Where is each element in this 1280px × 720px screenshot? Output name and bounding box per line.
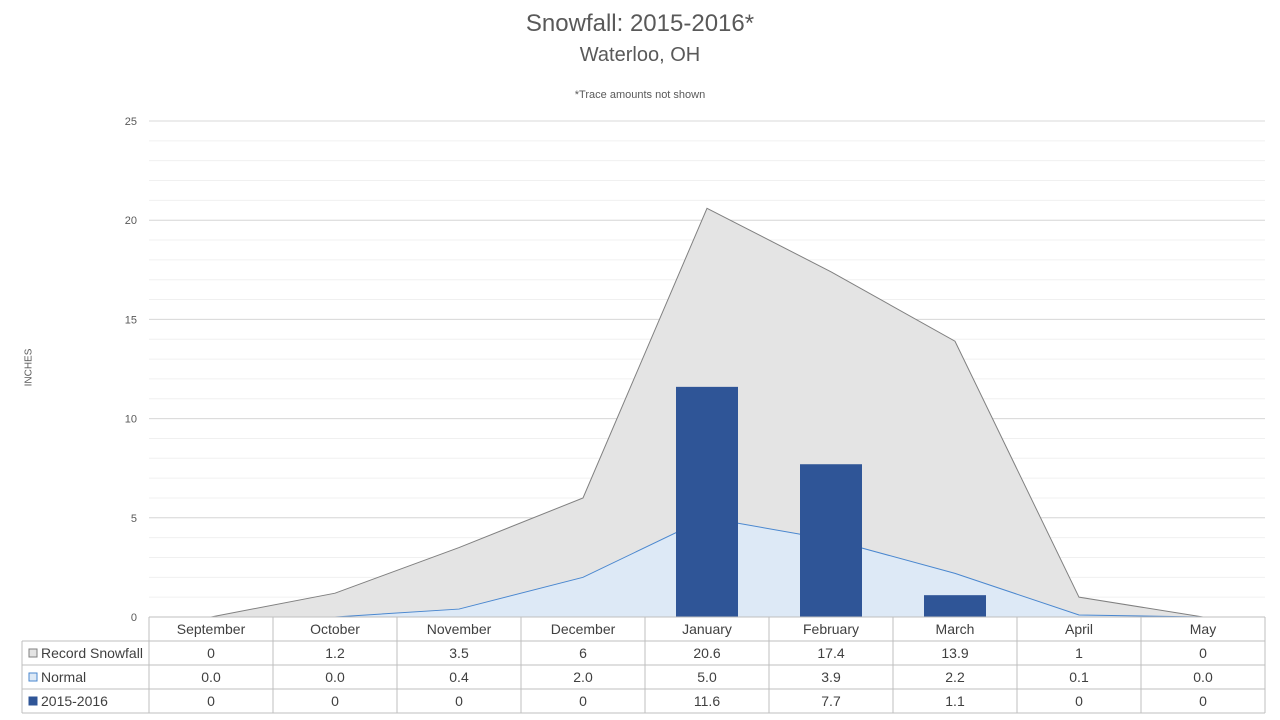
bar-march xyxy=(924,595,986,617)
data-cell: 2.0 xyxy=(573,669,593,685)
data-cell: 0 xyxy=(1199,645,1207,661)
y-tick-label: 20 xyxy=(125,215,137,227)
data-cell: 6 xyxy=(579,645,587,661)
y-tick-label: 25 xyxy=(125,116,137,128)
y-tick-label: 10 xyxy=(125,414,137,426)
legend-label: Normal xyxy=(41,669,86,685)
data-cell: 1.1 xyxy=(945,693,965,709)
legend-label: 2015-2016 xyxy=(41,693,108,709)
x-tick-label: April xyxy=(1065,621,1093,637)
data-cell: 5.0 xyxy=(697,669,717,685)
y-tick-label: 0 xyxy=(131,612,137,624)
x-tick-label: September xyxy=(177,621,246,637)
data-cell: 13.9 xyxy=(941,645,968,661)
x-tick-label: November xyxy=(427,621,492,637)
data-cell: 3.5 xyxy=(449,645,469,661)
chart-note: *Trace amounts not shown xyxy=(574,89,706,101)
data-cell: 0.0 xyxy=(1193,669,1213,685)
chart-subtitle: Waterloo, OH xyxy=(579,44,701,66)
bar-february xyxy=(800,464,862,617)
data-cell: 20.6 xyxy=(693,645,720,661)
legend-key xyxy=(28,648,38,658)
data-cell: 17.4 xyxy=(817,645,844,661)
data-cell: 0 xyxy=(207,693,215,709)
record-snowfall-line xyxy=(210,207,1204,618)
data-cell: 0.1 xyxy=(1069,669,1089,685)
data-cell: 3.9 xyxy=(821,669,841,685)
data-cell: 0 xyxy=(1075,693,1083,709)
legend-key xyxy=(28,696,38,706)
data-cell: 11.6 xyxy=(694,693,720,709)
data-cell: 0.0 xyxy=(201,669,221,685)
data-cell: 0 xyxy=(579,693,587,709)
data-cell: 0 xyxy=(207,645,215,661)
x-tick-label: May xyxy=(1190,621,1216,637)
data-cell: 0.0 xyxy=(325,669,345,685)
chart-title: Snowfall: 2015-2016* xyxy=(525,10,755,37)
data-cell: 1 xyxy=(1075,645,1083,661)
x-tick-label: February xyxy=(803,621,859,637)
y-tick-label: 15 xyxy=(125,314,137,326)
x-tick-label: December xyxy=(551,621,616,637)
x-tick-label: October xyxy=(310,621,360,637)
data-cell: 0 xyxy=(1199,693,1207,709)
x-tick-label: January xyxy=(682,621,732,637)
legend-key xyxy=(28,672,38,682)
data-cell: 0 xyxy=(455,693,463,709)
data-cell: 1.2 xyxy=(325,645,345,661)
data-cell: 0.4 xyxy=(449,669,469,685)
bar-january xyxy=(676,386,738,617)
data-cell: 2.2 xyxy=(945,669,965,685)
legend-label: Record Snowfall xyxy=(41,645,143,661)
y-tick-label: 5 xyxy=(131,513,137,525)
data-cell: 0 xyxy=(331,693,339,709)
data-cell: 7.7 xyxy=(821,693,841,709)
x-tick-label: March xyxy=(936,621,975,637)
